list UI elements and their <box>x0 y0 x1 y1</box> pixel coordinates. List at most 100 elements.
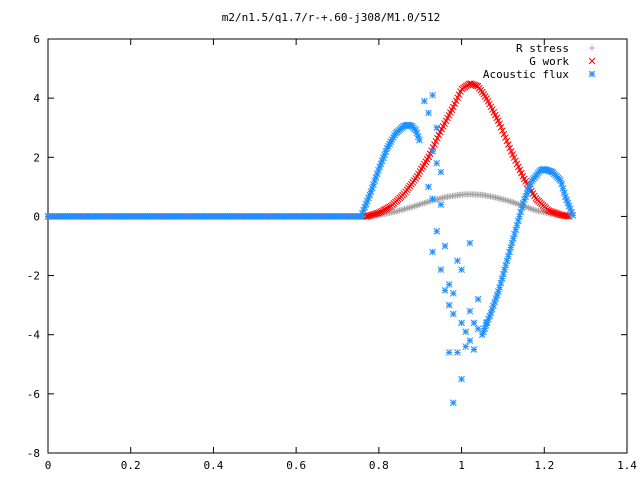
legend-label: Acoustic flux <box>483 68 569 81</box>
data-point <box>441 242 449 250</box>
data-point <box>558 180 566 188</box>
data-point <box>462 343 470 350</box>
data-point <box>503 137 511 145</box>
data-point <box>466 239 474 247</box>
data-point <box>474 325 482 333</box>
data-point <box>569 212 577 219</box>
y-tick-label: 4 <box>33 92 40 105</box>
data-point <box>437 168 445 176</box>
legend-marker <box>588 70 596 78</box>
data-point <box>514 217 522 225</box>
data-point <box>501 266 508 274</box>
data-point <box>441 287 449 294</box>
legend-marker <box>588 57 596 65</box>
data-point <box>414 133 422 140</box>
data-point <box>508 239 516 247</box>
data-point <box>499 270 507 278</box>
data-point <box>470 319 478 327</box>
data-point <box>512 226 520 234</box>
data-point <box>491 298 499 306</box>
data-point <box>445 301 453 309</box>
data-point <box>517 208 525 216</box>
data-point <box>420 97 428 105</box>
y-tick-label: -8 <box>27 447 40 460</box>
x-tick-label: 0 <box>45 459 52 472</box>
data-point <box>466 337 474 344</box>
plot-frame <box>47 38 628 454</box>
data-point <box>511 230 518 238</box>
data-point <box>437 201 445 208</box>
data-point <box>449 289 457 297</box>
y-tick-label: -2 <box>27 270 40 283</box>
y-tick-label: -4 <box>27 329 41 342</box>
data-point <box>433 227 441 235</box>
data-point <box>454 349 461 356</box>
data-point <box>559 184 567 192</box>
data-point <box>429 195 436 203</box>
data-point <box>445 349 453 356</box>
x-tick-label: 0.8 <box>369 459 389 472</box>
data-point <box>458 319 465 327</box>
data-point <box>503 257 511 265</box>
data-point <box>437 266 445 274</box>
y-tick-label: 0 <box>33 210 40 223</box>
data-point <box>497 123 505 131</box>
data-point <box>502 134 509 141</box>
data-point <box>466 307 474 315</box>
data-point <box>433 124 441 132</box>
data-point <box>433 159 441 167</box>
data-point <box>500 130 508 138</box>
y-tick-label: 2 <box>33 151 40 164</box>
legend-label: G work <box>529 55 569 68</box>
x-tick-label: 0.6 <box>286 459 306 472</box>
data-point <box>504 141 512 148</box>
y-tick-label: 6 <box>33 33 40 46</box>
series-g-work <box>363 80 573 220</box>
data-point <box>496 284 503 291</box>
data-point <box>506 248 513 256</box>
data-point <box>365 194 372 202</box>
series-acoustic-flux <box>358 91 577 407</box>
data-point <box>458 375 465 383</box>
data-point <box>458 266 465 274</box>
data-point <box>504 252 512 260</box>
data-point <box>449 310 457 318</box>
data-point <box>416 136 423 144</box>
axes: 0 0.2 0.4 0.6 0.8 1 1.2 1.4 6 4 2 0 -2 -4 -6 -8 <box>27 33 638 472</box>
legend-label: R stress <box>516 42 569 55</box>
data-point <box>506 144 514 152</box>
x-tick-label: 1.4 <box>617 459 637 472</box>
data-point <box>454 257 461 265</box>
data-point <box>445 281 453 288</box>
x-tick-label: 1.2 <box>534 459 554 472</box>
x-tick-label: 0.4 <box>203 459 223 472</box>
data-point <box>425 183 432 191</box>
data-point <box>429 91 436 99</box>
data-point <box>483 319 490 327</box>
plot-area <box>44 80 577 407</box>
data-point <box>560 189 568 197</box>
x-tick-label: 0.2 <box>121 459 141 472</box>
data-point <box>498 275 506 282</box>
data-point <box>449 399 457 407</box>
y-tick-label: -6 <box>27 388 40 401</box>
data-point <box>507 244 515 251</box>
data-point <box>509 235 517 242</box>
data-point <box>518 204 526 211</box>
data-point <box>425 109 432 117</box>
legend-marker <box>589 45 595 51</box>
data-point <box>513 221 521 229</box>
data-point <box>499 127 506 135</box>
data-point <box>490 302 497 310</box>
data-point <box>429 148 436 155</box>
x-tick-label: 1 <box>458 459 465 472</box>
data-point <box>497 279 505 287</box>
data-point <box>502 261 510 269</box>
data-point <box>516 213 523 220</box>
baseline-acoustic-flux <box>44 213 370 220</box>
data-point <box>429 248 436 256</box>
data-point <box>474 295 482 303</box>
data-point <box>493 291 501 299</box>
